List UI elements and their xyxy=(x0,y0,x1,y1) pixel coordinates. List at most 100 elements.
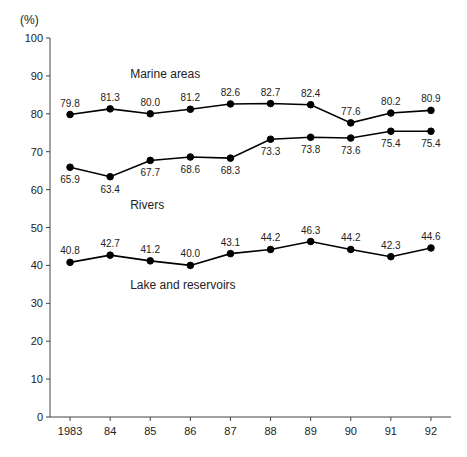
data-label: 40.8 xyxy=(60,245,80,256)
series-marker xyxy=(307,101,314,108)
chart-svg: 0102030405060708090100198384858687888990… xyxy=(0,0,467,457)
x-tick-label: 89 xyxy=(305,425,317,437)
y-tick-label: 60 xyxy=(31,184,43,196)
data-label: 46.3 xyxy=(301,225,321,236)
data-label: 80.0 xyxy=(141,97,161,108)
series-marker xyxy=(67,259,74,266)
series-marker xyxy=(187,106,194,113)
y-tick xyxy=(46,341,50,342)
data-label: 44.6 xyxy=(421,231,441,242)
y-axis-label: (%) xyxy=(20,13,39,27)
data-label: 82.7 xyxy=(261,87,281,98)
y-tick xyxy=(46,265,50,266)
y-tick xyxy=(46,38,50,39)
series-marker xyxy=(388,253,395,260)
series-marker xyxy=(107,252,114,259)
series-line xyxy=(70,242,431,266)
x-tick xyxy=(270,417,271,421)
series-name-label: Lake and reservoirs xyxy=(130,278,235,292)
y-tick xyxy=(46,113,50,114)
data-label: 44.2 xyxy=(261,232,281,243)
series-marker xyxy=(428,128,435,135)
series-marker xyxy=(227,250,234,257)
x-tick xyxy=(190,417,191,421)
series-name-label: Marine areas xyxy=(130,67,200,81)
x-tick-label: 86 xyxy=(184,425,196,437)
data-label: 80.9 xyxy=(421,93,441,104)
data-label: 73.6 xyxy=(341,145,361,156)
series-marker xyxy=(388,128,395,135)
data-label: 81.3 xyxy=(100,92,120,103)
x-tick-label: 91 xyxy=(385,425,397,437)
data-label: 82.6 xyxy=(221,87,241,98)
x-tick xyxy=(150,417,151,421)
data-label: 63.4 xyxy=(100,184,120,195)
y-tick-label: 70 xyxy=(31,146,43,158)
data-label: 68.3 xyxy=(221,165,241,176)
series-marker xyxy=(67,164,74,171)
series-line xyxy=(70,131,431,176)
series-name-label: Rivers xyxy=(130,198,164,212)
axes: 0102030405060708090100198384858687888990… xyxy=(25,32,451,437)
series-marker xyxy=(307,238,314,245)
x-tick-label: 85 xyxy=(144,425,156,437)
x-tick-label: 92 xyxy=(425,425,437,437)
data-label: 67.7 xyxy=(141,167,161,178)
data-label: 77.6 xyxy=(341,106,361,117)
y-tick-label: 30 xyxy=(31,297,43,309)
y-tick xyxy=(46,227,50,228)
data-label: 81.2 xyxy=(181,92,201,103)
y-tick-label: 20 xyxy=(31,335,43,347)
y-tick-label: 50 xyxy=(31,222,43,234)
data-label: 42.3 xyxy=(381,240,401,251)
series-marker xyxy=(147,258,154,265)
y-tick xyxy=(46,75,50,76)
series-marker xyxy=(428,107,435,114)
y-tick-label: 40 xyxy=(31,259,43,271)
series-marker xyxy=(187,154,194,161)
x-tick xyxy=(350,417,351,421)
y-tick-label: 0 xyxy=(37,411,43,423)
plot-area xyxy=(67,100,435,268)
data-label: 73.3 xyxy=(261,146,281,157)
series-marker xyxy=(107,106,114,113)
x-tick-label: 87 xyxy=(224,425,236,437)
data-label: 42.7 xyxy=(100,238,120,249)
series-marker xyxy=(267,246,274,253)
series-marker xyxy=(347,135,354,142)
y-tick xyxy=(46,303,50,304)
data-label: 75.4 xyxy=(381,138,401,149)
x-tick-label: 84 xyxy=(104,425,116,437)
x-tick xyxy=(430,417,431,421)
x-tick xyxy=(70,417,71,421)
data-label: 43.1 xyxy=(221,237,241,248)
x-tick-label: 1983 xyxy=(58,425,82,437)
series-line xyxy=(70,104,431,123)
data-label: 44.2 xyxy=(341,232,361,243)
y-tick-label: 100 xyxy=(25,32,43,44)
y-tick xyxy=(46,379,50,380)
data-label: 75.4 xyxy=(421,138,441,149)
x-tick xyxy=(230,417,231,421)
x-tick xyxy=(110,417,111,421)
data-label: 40.0 xyxy=(181,248,201,259)
series-marker xyxy=(347,120,354,127)
series-marker xyxy=(307,134,314,141)
x-tick xyxy=(310,417,311,421)
series-marker xyxy=(267,100,274,107)
series-marker xyxy=(347,246,354,253)
data-label: 41.2 xyxy=(141,244,161,255)
series-marker xyxy=(187,262,194,269)
series-marker xyxy=(428,245,435,252)
data-label: 68.6 xyxy=(181,164,201,175)
y-tick-label: 80 xyxy=(31,108,43,120)
y-tick xyxy=(46,151,50,152)
x-tick-label: 90 xyxy=(345,425,357,437)
series-marker xyxy=(227,101,234,108)
data-label: 80.2 xyxy=(381,96,401,107)
series xyxy=(67,238,435,268)
series-marker xyxy=(67,111,74,118)
y-tick-label: 90 xyxy=(31,70,43,82)
series-marker xyxy=(227,155,234,162)
labels: 79.881.380.081.282.682.782.477.680.280.9… xyxy=(60,67,441,293)
